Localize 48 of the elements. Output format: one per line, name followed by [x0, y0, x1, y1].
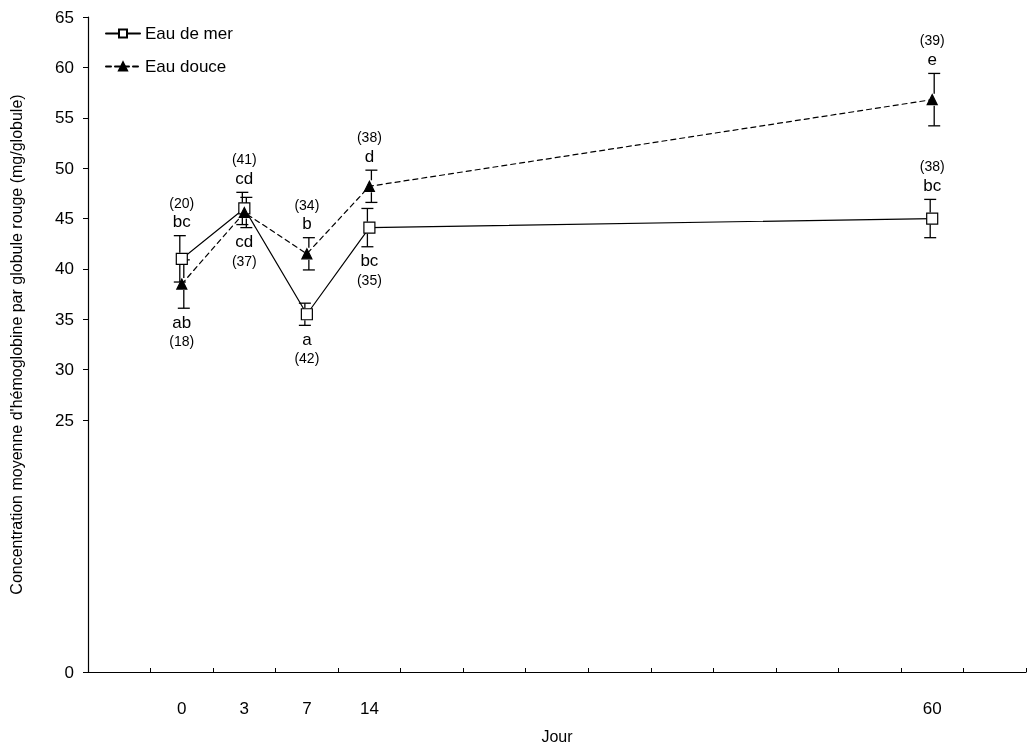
point [176, 278, 188, 290]
point [363, 221, 376, 234]
y-tick-label: 0 [64, 662, 74, 682]
x-tick-label: 14 [359, 699, 379, 718]
x-tick-label: 3 [239, 699, 250, 718]
y-axis-title: Concentration moyenne d'hémoglobine par globule rouge (mg/globule) [7, 94, 25, 595]
x-axis-title: Jour [541, 727, 574, 745]
annotation: (34) [294, 196, 320, 213]
point [926, 94, 938, 106]
legend-label: Eau douce [145, 57, 227, 76]
annotation: bc [360, 251, 379, 271]
annotation: cd [235, 232, 254, 252]
y-tick-label: 35 [55, 309, 74, 329]
x-tick-label: 60 [922, 699, 942, 718]
point [238, 206, 250, 219]
y-tick-label: 25 [55, 410, 74, 430]
annotation: ab [172, 312, 192, 332]
y-tick-label: 65 [55, 7, 74, 27]
annotation: (20) [169, 194, 195, 211]
annotation: bc [923, 175, 942, 195]
x-tick-label: 7 [302, 699, 312, 718]
annotation: (38) [356, 129, 382, 146]
annotation: (41) [231, 151, 257, 168]
y-tick-label: 40 [55, 259, 74, 279]
annotation: (39) [919, 32, 945, 49]
y-tick-label: 55 [55, 108, 74, 128]
x-tick-label: 0 [177, 699, 187, 718]
legend-label: Eau de mer [145, 24, 234, 43]
y-tick-label: 50 [55, 158, 74, 178]
annotation: (38) [919, 158, 945, 175]
point [363, 180, 375, 192]
annotation: d [364, 146, 375, 166]
annotation: (35) [356, 271, 382, 288]
annotation: cd [235, 168, 254, 188]
point [926, 212, 939, 225]
annotation: b [302, 214, 312, 234]
y-tick-label: 45 [55, 209, 74, 229]
annotation: (18) [169, 333, 195, 350]
annotation: (42) [294, 350, 320, 367]
annotation: a [302, 329, 313, 349]
point [175, 252, 188, 265]
y-tick-label: 30 [55, 360, 74, 380]
point [300, 308, 313, 321]
annotation: bc [172, 212, 192, 232]
annotation: e [927, 49, 937, 69]
point [301, 248, 313, 260]
annotation: (37) [231, 252, 257, 269]
y-tick-label: 60 [55, 57, 74, 77]
